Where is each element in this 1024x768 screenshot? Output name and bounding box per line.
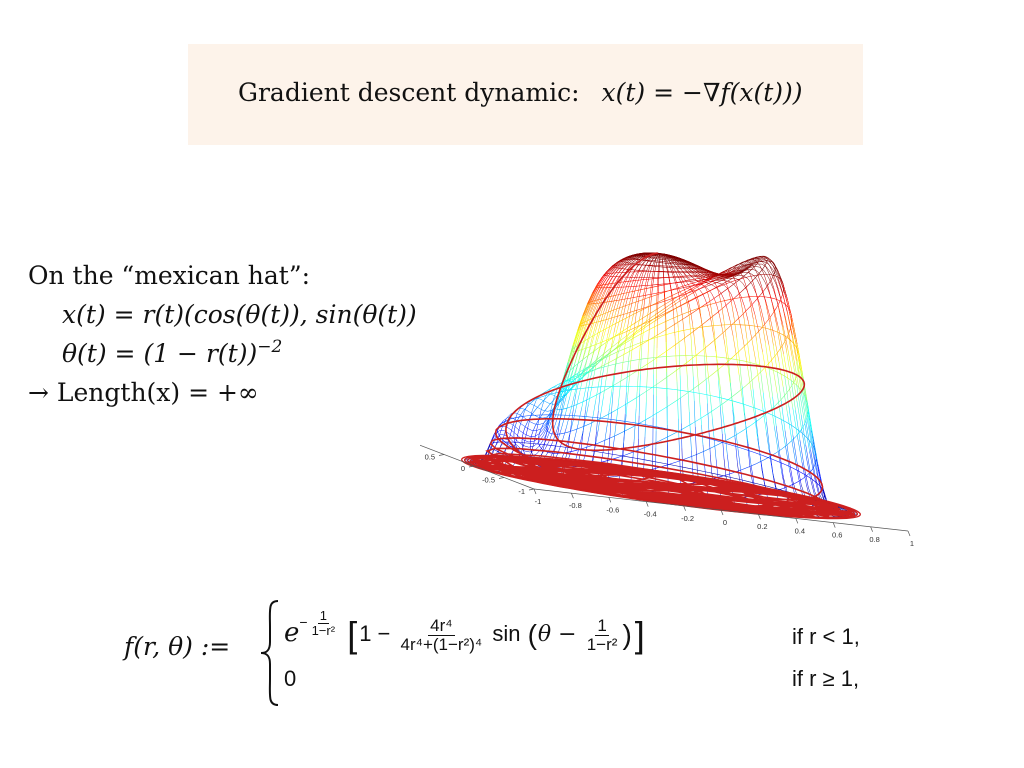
trajectory-curve: [469, 252, 856, 519]
x-tick-label: 0.4: [795, 526, 805, 535]
main-num: 4r⁴: [428, 615, 455, 636]
mesh-spoke: [542, 253, 661, 484]
x-tick: [571, 493, 574, 499]
y-tick: [528, 488, 535, 491]
hat-heading: On the “mexican hat”:: [28, 261, 311, 290]
mesh-spoke: [660, 253, 818, 519]
slide-title: Gradient descent dynamic: x(t) = −∇f(x(t)…: [238, 78, 803, 107]
condition-1: if r < 1,: [792, 624, 860, 649]
x-tick-label: -0.8: [569, 501, 582, 510]
mexican-hat-3d-plot: 00.050.10.150.20.250.30.350.410.50-0.5-1…: [420, 252, 914, 548]
formula-exponent: −1 1−r²: [299, 609, 339, 637]
main-fraction: 4r⁴ 4r⁴+(1−r²)⁴: [399, 615, 485, 654]
y-tick-label: -1: [518, 487, 525, 496]
descent-trajectory: [461, 252, 861, 520]
plot-axes: 00.050.10.150.20.250.30.350.410.50-0.5-1…: [420, 444, 914, 548]
y-tick-label: 0: [461, 464, 465, 473]
hat-line-length: → Length(x) = +∞: [28, 378, 259, 407]
exp-num: 1: [317, 608, 329, 624]
x-tick-label: 0.2: [757, 522, 767, 531]
mesh-spoke: [494, 252, 662, 459]
hat-line-theta: θ(t) = (1 − r(t))−2: [28, 334, 417, 373]
trajectory-rim-ring: [461, 454, 861, 520]
y-tick-label: 0.5: [425, 453, 435, 462]
formula-lhs: f(r, θ) :=: [124, 632, 231, 661]
mesh-ring: [538, 274, 784, 454]
title-box: Gradient descent dynamic: x(t) = −∇f(x(t)…: [188, 44, 863, 145]
mesh-spoke: [504, 252, 662, 459]
mesh-spoke: [660, 253, 843, 519]
mesh-spoke: [660, 253, 836, 519]
x-tick-label: -0.2: [681, 514, 694, 523]
mesh-ring: [546, 260, 776, 435]
inner-den: 1−r²: [586, 634, 618, 654]
x-tick-label: -0.4: [644, 510, 657, 519]
y-tick: [468, 465, 475, 468]
formula-case-1: e− 1 1−r² [1 − 4r⁴ 4r⁴+(1−r²)⁴ sin (θ − 1 1−…: [284, 608, 645, 655]
x-tick: [720, 509, 724, 516]
exp-fraction: 1 1−r²: [310, 609, 337, 637]
mesh-spoke: [527, 252, 662, 460]
title-label: Gradient descent dynamic:: [238, 78, 580, 107]
formula-case-2: 0: [284, 666, 297, 691]
y-tick-label: -0.5: [482, 476, 495, 485]
formula-e: e: [284, 618, 300, 648]
hat-theta-base: θ(t) = (1 − r(t)): [62, 339, 258, 368]
condition-2: if r ≥ 1,: [792, 666, 860, 691]
x-tick: [795, 518, 799, 524]
theta-minus: θ −: [537, 622, 577, 647]
mesh-spoke: [660, 253, 848, 509]
inner-num: 1: [595, 615, 609, 636]
x-tick-label: 1: [910, 539, 914, 548]
one-minus: 1 −: [359, 621, 391, 646]
x-tick: [608, 497, 612, 503]
mesh-spoke: [660, 253, 793, 494]
inner-fraction: 1 1−r²: [585, 615, 620, 654]
x-tick-label: 0: [723, 518, 727, 527]
cases-brace: [260, 600, 279, 706]
x-tick: [832, 522, 836, 528]
x-tick-label: -0.6: [606, 505, 619, 514]
main-den: 4r⁴+(1−r²)⁴: [400, 634, 483, 654]
hat-theta-exp: −2: [257, 337, 283, 357]
sin-op: sin: [492, 621, 521, 646]
x-tick-label: 0.8: [869, 535, 879, 544]
title-equation: x(t) = −∇f(x(t))): [601, 78, 803, 107]
x-tick: [645, 501, 649, 507]
y-tick: [498, 477, 505, 479]
hat-line-x: x(t) = r(t)(cos(θ(t)), sin(θ(t)): [62, 300, 417, 329]
exp-den: 1−r²: [311, 622, 336, 638]
x-tick: [758, 514, 761, 520]
x-tick: [870, 526, 873, 532]
exp-sign: −: [299, 614, 308, 630]
x-tick-label: -1: [535, 497, 542, 506]
y-tick: [438, 454, 445, 456]
mexican-hat-text: On the “mexican hat”: x(t) = r(t)(cos(θ(…: [28, 256, 417, 412]
x-tick: [683, 505, 686, 511]
mesh-spoke: [473, 252, 662, 460]
mesh-spoke: [660, 253, 686, 476]
x-tick: [533, 488, 537, 495]
x-tick: [907, 530, 911, 537]
function-definition: f(r, θ) := e− 1 1−r² [1 − 4r⁴ 4r⁴+(1−r²)⁴ s…: [120, 596, 920, 716]
mesh-spoke: [505, 253, 662, 476]
mesh-spoke: [660, 253, 703, 479]
mesh-spoke: [464, 252, 662, 462]
mesh-spoke: [515, 252, 662, 460]
x-tick-label: 0.6: [832, 531, 842, 540]
